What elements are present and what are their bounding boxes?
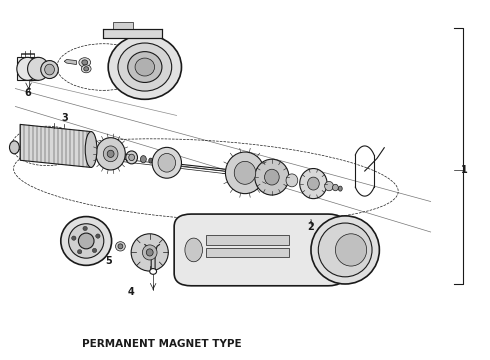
Bar xyxy=(103,30,162,39)
Bar xyxy=(206,235,289,244)
Ellipse shape xyxy=(131,234,168,271)
Ellipse shape xyxy=(185,238,202,262)
Ellipse shape xyxy=(96,234,100,238)
Text: 6: 6 xyxy=(24,88,31,98)
Ellipse shape xyxy=(72,236,76,240)
Text: 3: 3 xyxy=(61,113,68,123)
Text: 1: 1 xyxy=(461,165,468,175)
Ellipse shape xyxy=(308,177,319,190)
Ellipse shape xyxy=(78,233,94,249)
Ellipse shape xyxy=(255,159,289,195)
Ellipse shape xyxy=(81,65,91,73)
Ellipse shape xyxy=(152,147,181,178)
Ellipse shape xyxy=(147,249,153,256)
Ellipse shape xyxy=(17,57,38,80)
Ellipse shape xyxy=(338,186,342,191)
Ellipse shape xyxy=(318,223,372,277)
Ellipse shape xyxy=(149,158,153,163)
Ellipse shape xyxy=(85,132,97,167)
Ellipse shape xyxy=(82,60,88,65)
Ellipse shape xyxy=(84,67,89,71)
Ellipse shape xyxy=(135,58,155,76)
Ellipse shape xyxy=(335,234,367,266)
Ellipse shape xyxy=(116,242,125,251)
Ellipse shape xyxy=(118,43,172,91)
Ellipse shape xyxy=(158,153,175,172)
Ellipse shape xyxy=(77,249,82,254)
Ellipse shape xyxy=(126,151,138,164)
Ellipse shape xyxy=(61,217,112,265)
Ellipse shape xyxy=(143,245,157,260)
Ellipse shape xyxy=(225,152,265,194)
Ellipse shape xyxy=(311,216,379,284)
Text: 2: 2 xyxy=(308,222,314,232)
Ellipse shape xyxy=(332,184,338,191)
Text: 5: 5 xyxy=(105,256,112,266)
Bar xyxy=(206,248,289,257)
Ellipse shape xyxy=(141,156,147,163)
Ellipse shape xyxy=(325,181,333,191)
Ellipse shape xyxy=(234,161,256,184)
Ellipse shape xyxy=(83,226,87,231)
Ellipse shape xyxy=(69,224,104,258)
Ellipse shape xyxy=(96,138,125,170)
Ellipse shape xyxy=(27,57,49,80)
Ellipse shape xyxy=(45,64,54,75)
Ellipse shape xyxy=(150,269,157,274)
Text: 4: 4 xyxy=(128,288,134,297)
Polygon shape xyxy=(20,125,91,167)
Ellipse shape xyxy=(128,51,162,82)
Ellipse shape xyxy=(103,146,118,162)
Ellipse shape xyxy=(107,150,114,157)
Ellipse shape xyxy=(286,174,298,187)
Bar xyxy=(17,57,38,80)
Text: PERMANENT MAGNET TYPE: PERMANENT MAGNET TYPE xyxy=(82,339,242,349)
Ellipse shape xyxy=(9,141,19,154)
Ellipse shape xyxy=(129,154,135,161)
Ellipse shape xyxy=(108,35,181,99)
Ellipse shape xyxy=(265,169,279,185)
Ellipse shape xyxy=(92,248,97,253)
Ellipse shape xyxy=(118,244,123,249)
Polygon shape xyxy=(64,59,76,64)
Ellipse shape xyxy=(41,60,58,78)
Bar xyxy=(113,22,133,30)
FancyBboxPatch shape xyxy=(174,214,345,286)
Ellipse shape xyxy=(79,58,91,67)
Ellipse shape xyxy=(300,168,327,199)
